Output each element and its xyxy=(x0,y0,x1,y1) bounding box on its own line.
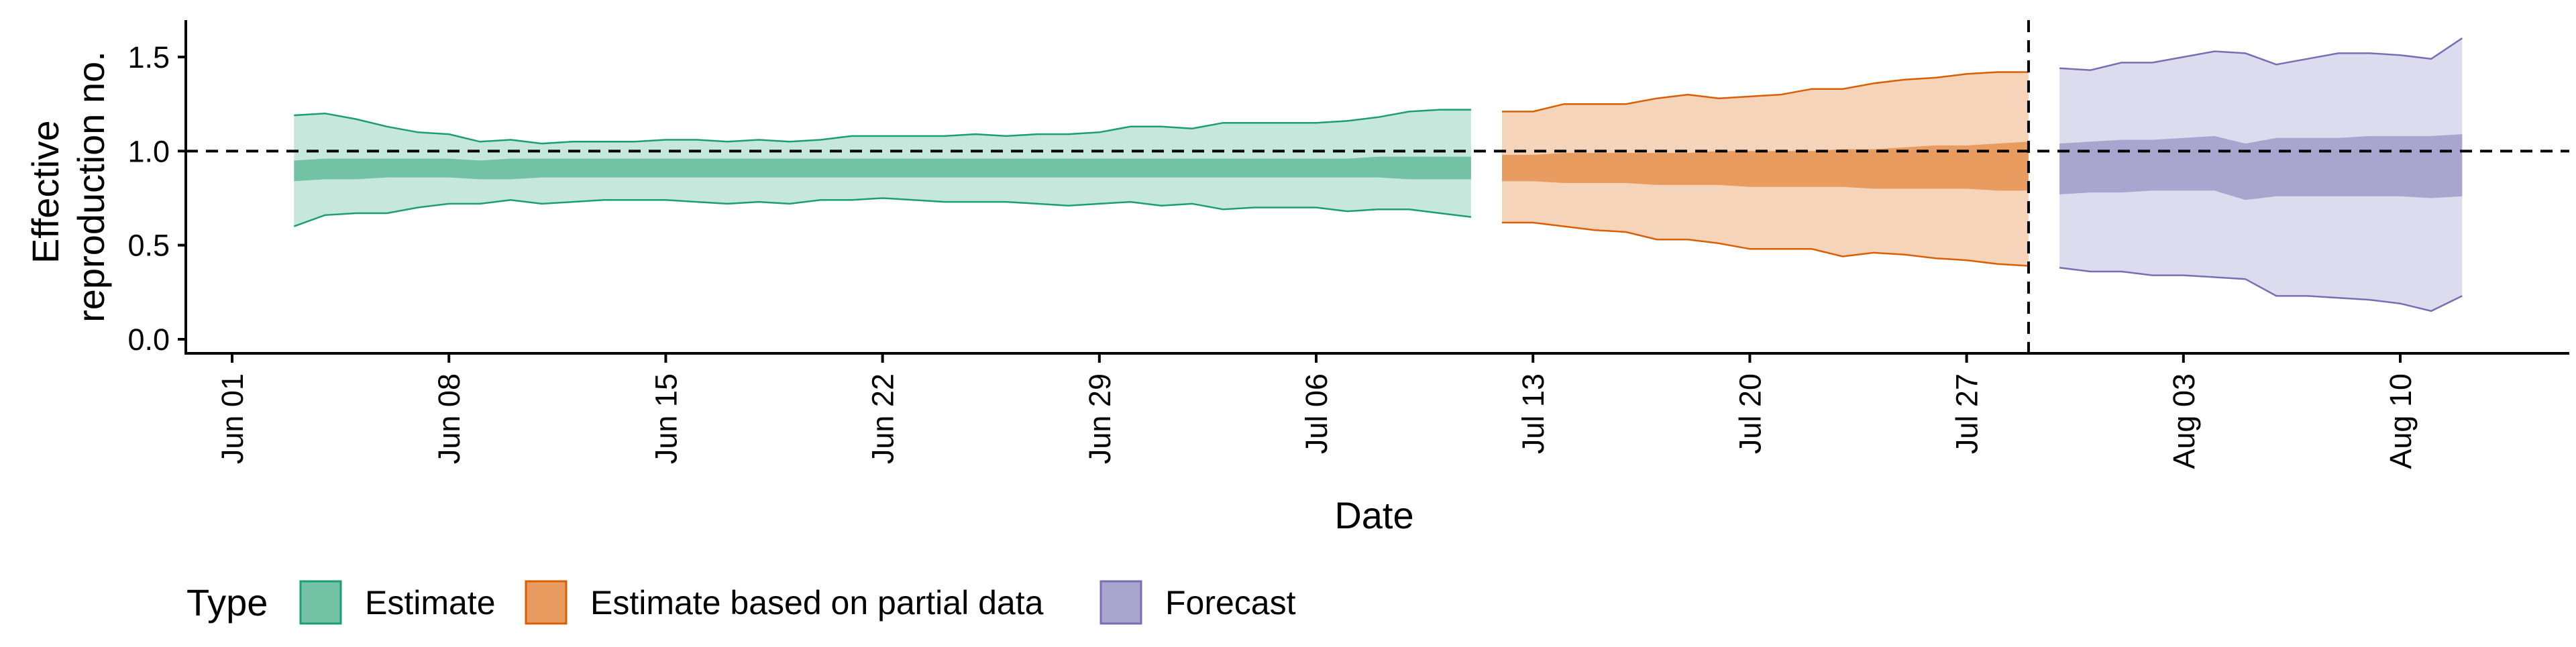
legend-title: Type xyxy=(186,581,268,624)
x-tick-label: Aug 10 xyxy=(2383,373,2418,469)
band-upper-edge-forecast xyxy=(2059,37,2463,71)
x-tick-label: Jun 22 xyxy=(866,373,900,464)
legend-key xyxy=(299,580,342,625)
legend-entry-estimate-based-on-partial-data: Estimate based on partial data xyxy=(525,580,1044,625)
legend-entry-forecast: Forecast xyxy=(1099,580,1296,625)
band-lower-edge-estimate-based-on-partial-data xyxy=(1502,221,2029,267)
y-axis-title: Effective reproduction no. xyxy=(24,51,112,322)
legend-label: Forecast xyxy=(1165,584,1296,622)
band-50-estimate-based-on-partial-data xyxy=(1502,141,2029,191)
y-tick-label: 1.5 xyxy=(127,40,170,74)
band-50-estimate xyxy=(294,156,1471,182)
legend-entry-estimate: Estimate xyxy=(299,580,496,625)
y-axis-title-line-2: reproduction no. xyxy=(70,51,112,322)
series-forecast xyxy=(2059,37,2463,312)
bands-layer xyxy=(293,37,2463,312)
legend-entries: Estimate Estimate based on partial data Fo… xyxy=(299,580,1296,625)
band-upper-edge-estimate-based-on-partial-data xyxy=(1502,71,2029,113)
series-estimate-based-on-partial-data xyxy=(1502,71,2029,267)
legend-label: Estimate based on partial data xyxy=(590,584,1044,622)
legend-key xyxy=(1099,580,1142,625)
legend-key xyxy=(525,580,568,625)
legend-label: Estimate xyxy=(365,584,496,622)
y-tick-label: 0.0 xyxy=(127,322,170,357)
x-tick-label: Jul 27 xyxy=(1950,373,1984,454)
x-tick-label: Jun 29 xyxy=(1083,373,1117,464)
y-axis-title-line-1: Effective xyxy=(24,120,66,263)
series-estimate xyxy=(293,109,1472,227)
reference-lines-layer xyxy=(186,20,2569,353)
band-lower-edge-estimate xyxy=(293,197,1472,227)
band-upper-edge-estimate xyxy=(294,109,1471,145)
x-axis-title: Date xyxy=(1334,494,1413,536)
y-tick-label: 1.0 xyxy=(127,134,170,168)
x-tick-label: Aug 03 xyxy=(2167,373,2201,469)
x-tick-label: Jun 08 xyxy=(432,373,466,464)
x-tick-label: Jul 13 xyxy=(1516,373,1550,454)
legend: Type Estimate Estimate based on partial d… xyxy=(186,580,1296,625)
axes-layer: 0.0 0.5 1.0 1.5 Jun 01 Jun 08 Jun 15 Jun 22 Jun … xyxy=(127,20,2569,469)
x-tick-label: Jul 06 xyxy=(1299,373,1334,454)
x-tick-label: Jun 01 xyxy=(215,373,250,464)
band-lower-edge-forecast xyxy=(2059,267,2463,312)
x-tick-label: Jun 15 xyxy=(649,373,683,464)
band-50-forecast xyxy=(2059,134,2463,200)
y-tick-label: 0.5 xyxy=(127,229,170,263)
x-tick-label: Jul 20 xyxy=(1733,373,1767,454)
